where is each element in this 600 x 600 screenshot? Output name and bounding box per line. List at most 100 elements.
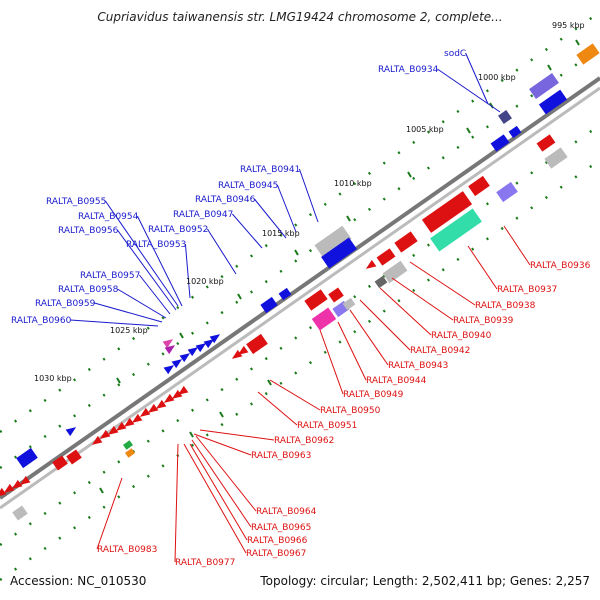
reverse-gene-label: RALTA_B0939 [453, 316, 514, 326]
gene-block [328, 287, 344, 303]
map-title: Cupriavidus taiwanensis str. LMG19424 ch… [97, 10, 503, 24]
tick-label: 1010 kbp [334, 179, 372, 188]
forward-leader-line [206, 228, 237, 275]
gene-block [246, 333, 268, 355]
forward-gene-label: RALTA_B0953 [126, 240, 186, 250]
reverse-gene-arrow [147, 403, 159, 413]
gene-block [16, 447, 38, 469]
gene-block [304, 289, 328, 311]
reverse-gene-arrow [155, 399, 167, 409]
reverse-leader-line [319, 329, 344, 395]
tick-mark [575, 39, 580, 46]
reverse-gene-arrow [115, 421, 127, 431]
gene-block [260, 296, 278, 314]
reverse-leader-line [379, 287, 432, 336]
reverse-gene-arrow [365, 259, 377, 269]
gene-block [12, 505, 28, 521]
reverse-leader-line [189, 443, 248, 541]
forward-leader-line [298, 168, 319, 223]
tick-mark [116, 377, 121, 384]
reverse-gene-label: RALTA_B0964 [256, 507, 317, 517]
forward-leader-line [437, 68, 501, 113]
tick-mark [466, 127, 471, 134]
gene-block [468, 175, 490, 197]
gene-block [125, 448, 135, 458]
forward-leader-line [136, 215, 183, 307]
tick-mark [267, 379, 272, 386]
forward-gene-label: sodC [444, 49, 466, 59]
gene-block [382, 260, 408, 284]
reverse-leader-line [409, 261, 476, 306]
gene-block [430, 208, 482, 252]
gene-block [576, 43, 600, 65]
forward-gene-label: RALTA_B0954 [78, 212, 139, 222]
gene-block [314, 225, 352, 259]
forward-leader-line [70, 319, 159, 327]
reverse-gene-arrow [237, 345, 249, 355]
forward-gene-arrow [171, 359, 183, 369]
reverse-leader-line [257, 391, 298, 426]
forward-gene-label: RALTA_B0957 [80, 271, 140, 281]
gene-block [376, 248, 396, 266]
backbone-inner-line [0, 86, 600, 510]
reverse-gene-label: RALTA_B0942 [410, 346, 470, 356]
gene-block [394, 231, 418, 253]
reverse-leader-line [199, 429, 275, 441]
reverse-gene-arrow [0, 487, 7, 497]
gene-block [321, 237, 357, 269]
forward-leader-line [94, 302, 163, 323]
reverse-gene-label: RALTA_B0977 [175, 558, 235, 568]
gene-block [311, 307, 337, 331]
reverse-leader-line [337, 321, 367, 381]
forward-gene-arrow [203, 339, 215, 349]
gene-block [421, 191, 473, 233]
reverse-gene-arrow [99, 429, 111, 439]
tick-mark [407, 171, 412, 178]
reverse-gene-label: RALTA_B0940 [431, 331, 492, 341]
tick-mark [294, 249, 299, 256]
reverse-gene-arrow [131, 413, 143, 423]
reverse-gene-arrow [231, 349, 243, 359]
tick-marks [99, 39, 580, 494]
reverse-leader-line [183, 443, 247, 554]
reverse-leader-line [503, 225, 531, 266]
gene-block [538, 89, 568, 115]
reverse-gene-arrow [107, 425, 119, 435]
reverse-gene-arrow [123, 417, 135, 427]
gene-block [529, 73, 559, 99]
tick-mark [547, 64, 552, 71]
gene-block [66, 449, 82, 465]
reverse-gene-label: RALTA_B0938 [475, 301, 536, 311]
gene-labels: 995 kbp 1000 kbp 1005 kbp 1010 kbp 1015 kbp 1… [11, 21, 591, 568]
reverse-leader-line [269, 379, 321, 411]
reverse-gene-label: RALTA_B0950 [320, 406, 381, 416]
tick-label: 1025 kbp [110, 326, 148, 335]
tick-mark [219, 411, 224, 418]
reverse-leader-line [391, 277, 454, 321]
forward-leader-line [254, 198, 287, 239]
gene-block [52, 455, 68, 471]
dotted-guide-lines [0, 10, 600, 582]
topology-summary: Topology: circular; Length: 2,502,411 bp… [260, 574, 590, 588]
dotted-guide-line [0, 46, 600, 470]
forward-gene-label: RALTA_B0952 [148, 225, 208, 235]
forward-leader-line [184, 243, 191, 299]
gene-block [508, 125, 522, 139]
gene-block [374, 275, 388, 289]
gene-block [496, 181, 518, 203]
reverse-gene-label: RALTA_B0983 [97, 545, 157, 555]
tick-mark [99, 487, 104, 494]
forward-gene-arrow [164, 345, 176, 355]
tick-label: 995 kbp [552, 21, 585, 30]
forward-gene-label: RALTA_B0960 [11, 316, 72, 326]
forward-gene-label: RALTA_B0934 [378, 65, 439, 75]
reverse-gene-label: RALTA_B0963 [251, 451, 311, 461]
tick-label: 1030 kbp [34, 374, 72, 383]
forward-gene-arrow [162, 339, 174, 349]
gene-features [0, 43, 600, 521]
forward-leader-line [139, 274, 171, 315]
forward-gene-label: RALTA_B0958 [58, 285, 119, 295]
reverse-leader-line [195, 435, 257, 512]
accession-text: Accession: NC_010530 [10, 574, 147, 588]
